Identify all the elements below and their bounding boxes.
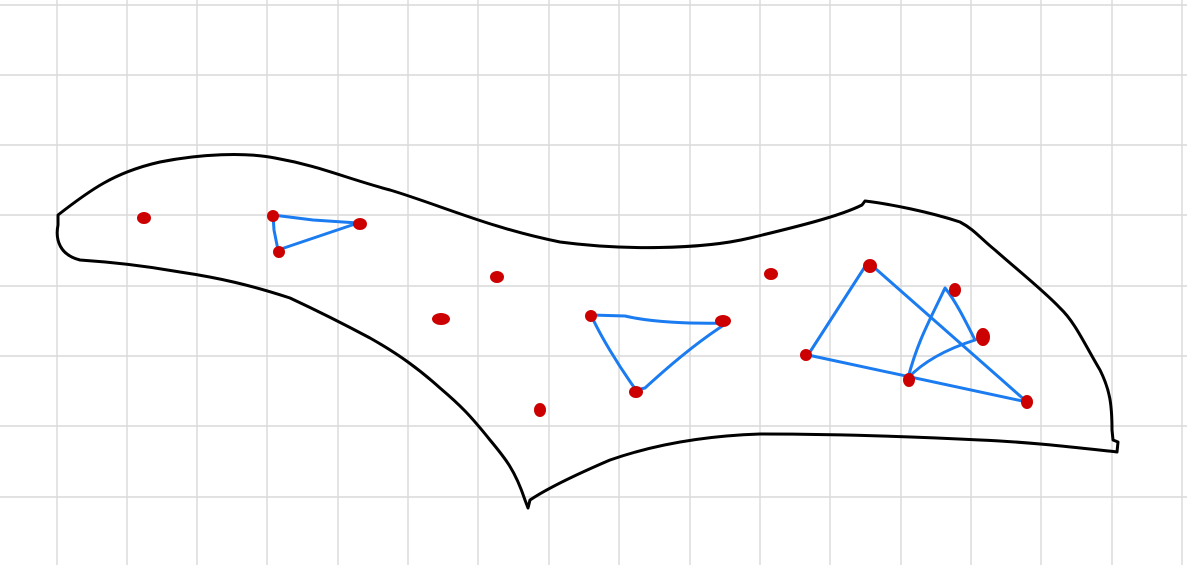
red-point-10 [715,315,731,327]
triangle-1 [271,213,360,252]
red-point-16 [903,373,915,387]
red-point-11 [764,268,778,280]
red-point-3 [273,246,285,258]
points-layer [137,210,1033,417]
red-point-12 [800,349,812,361]
red-point-6 [490,271,504,283]
red-point-8 [585,310,597,322]
red-point-4 [353,218,367,230]
red-point-5 [432,313,450,325]
red-point-15 [976,328,990,346]
triangles-layer [271,213,1029,404]
red-point-13 [863,259,877,273]
triangle-4 [906,286,977,380]
triangle-3 [806,260,1029,404]
red-point-2 [267,210,279,222]
red-point-17 [1021,395,1033,409]
red-point-14 [949,283,961,297]
triangle-2 [589,313,729,392]
red-point-1 [137,212,151,224]
red-point-9 [629,386,643,398]
region-outline [55,153,1120,510]
red-point-7 [534,403,546,417]
